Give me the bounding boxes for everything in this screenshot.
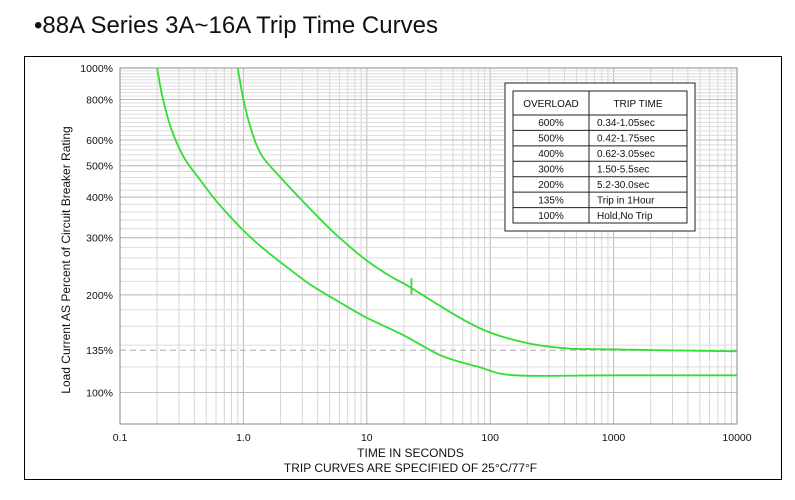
x-axis-label: TIME IN SECONDS (357, 446, 464, 460)
max-trip-curve (236, 67, 738, 353)
x-tick-label: 10 (361, 432, 373, 444)
table-inner-border (512, 90, 688, 224)
table-header-overload: OVERLOAD (523, 99, 579, 110)
table-cell-trip-time: 0.62-3.05sec (597, 149, 655, 160)
page-title: •88A Series 3A~16A Trip Time Curves (34, 12, 438, 40)
table-cell-trip-time: 5.2-30.0sec (597, 180, 649, 191)
table-cell-trip-time: 0.34-1.05sec (597, 118, 655, 129)
min-trip-curve (156, 67, 737, 377)
table-cell-trip-time: Hold,No Trip (597, 211, 653, 222)
y-tick-label: 300% (86, 233, 113, 245)
y-tick-label: 100% (86, 388, 113, 400)
table-cell-trip-time: 1.50-5.5sec (597, 165, 649, 176)
y-axis-label: Load Current AS Percent of Circuit Break… (59, 126, 73, 393)
table-cell-overload: 400% (538, 149, 564, 160)
y-tick-label: 135% (86, 345, 113, 357)
x-tick-label: 100 (481, 432, 499, 444)
table-cell-overload: 100% (538, 211, 564, 222)
y-tick-label: 500% (86, 161, 113, 173)
x-axis-note: TRIP CURVES ARE SPECIFIED OF 25°C/77°F (284, 461, 537, 475)
x-tick-label: 1.0 (236, 432, 251, 444)
table-header-trip-time: TRIP TIME (613, 99, 662, 110)
x-tick-label: 10000 (722, 432, 751, 444)
table-cell-trip-time: Trip in 1Hour (597, 195, 655, 206)
y-tick-label: 200% (86, 290, 113, 302)
x-tick-label: 0.1 (113, 432, 128, 444)
y-tick-label: 1000% (80, 63, 113, 75)
x-tick-label: 1000 (602, 432, 626, 444)
chart-frame (24, 56, 782, 480)
title-text: 88A Series 3A~16A Trip Time Curves (42, 12, 438, 39)
table-cell-trip-time: 0.42-1.75sec (597, 134, 655, 145)
table-cell-overload: 200% (538, 180, 564, 191)
table-cell-overload: 500% (538, 134, 564, 145)
table-cell-overload: 600% (538, 118, 564, 129)
table-cell-overload: 135% (538, 195, 564, 206)
table-cell-overload: 300% (538, 165, 564, 176)
y-tick-label: 800% (86, 94, 113, 106)
y-tick-label: 400% (86, 192, 113, 204)
title-bullet: • (34, 12, 43, 39)
y-tick-label: 600% (86, 135, 113, 147)
plot-border (119, 67, 738, 425)
